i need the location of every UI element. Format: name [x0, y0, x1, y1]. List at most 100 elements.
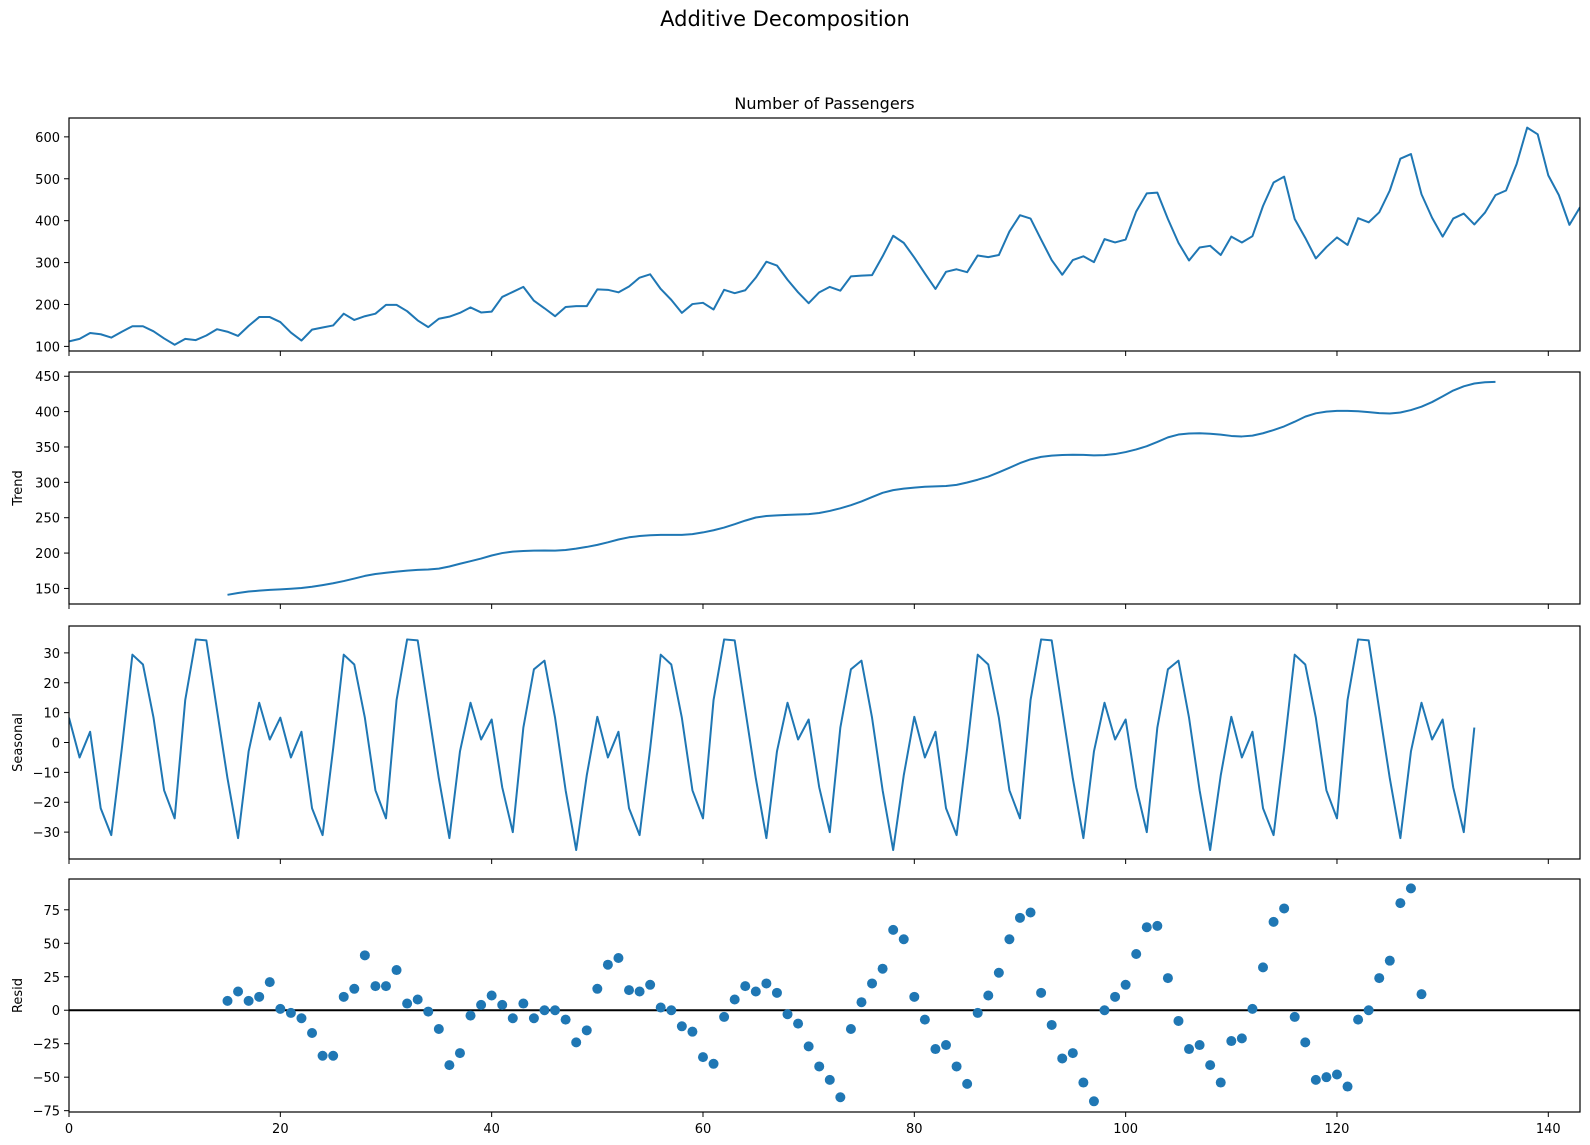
resid-point [814, 1061, 825, 1072]
resid-point [771, 987, 782, 998]
y-axis-label: Seasonal [11, 713, 26, 772]
y-tick-label: −10 [33, 766, 60, 781]
resid-point [1194, 1040, 1205, 1051]
resid-point [465, 1010, 476, 1021]
resid-point [1088, 1096, 1099, 1107]
seasonal-series [69, 638, 1476, 852]
resid-point [793, 1018, 804, 1029]
resid-point [1226, 1036, 1237, 1047]
resid-point [454, 1048, 465, 1059]
y-tick-label: 400 [35, 215, 60, 230]
resid-point [719, 1011, 730, 1022]
resid-point [1067, 1048, 1078, 1059]
resid-point [613, 953, 624, 964]
resid-point [307, 1027, 318, 1038]
resid-point [867, 978, 878, 989]
resid-point [1289, 1011, 1300, 1022]
resid-point [1173, 1015, 1184, 1026]
resid-point [1279, 903, 1290, 914]
resid-point [1110, 991, 1121, 1002]
y-tick-label: 450 [35, 370, 60, 385]
resid-point [402, 998, 413, 1009]
panel-observed: 100 200 300 400 500 600 Number of Passengers [35, 94, 1581, 356]
resid-point [1025, 907, 1036, 918]
resid-point [666, 1005, 677, 1016]
resid-point [1205, 1060, 1216, 1071]
resid-point [433, 1023, 444, 1034]
y-tick-label: 75 [43, 904, 60, 919]
resid-point [507, 1013, 518, 1024]
resid-point [962, 1078, 973, 1089]
resid-point [539, 1005, 550, 1016]
y-tick-label: 30 [43, 647, 60, 662]
y-tick-label: 200 [35, 298, 60, 313]
resid-point [951, 1061, 962, 1072]
resid-point [1004, 934, 1015, 945]
resid-point [1120, 979, 1131, 990]
resid-point [729, 994, 740, 1005]
resid-point [1310, 1074, 1321, 1085]
y-tick-label: −50 [33, 1071, 60, 1086]
resid-point [1416, 989, 1427, 1000]
seasonal-line [69, 638, 1476, 852]
y-tick-label: 200 [35, 547, 60, 562]
resid-point [275, 1003, 286, 1014]
resid-point [835, 1092, 846, 1103]
resid-point [782, 1009, 793, 1020]
resid-point [550, 1005, 561, 1016]
resid-point [1405, 883, 1416, 894]
y-tick-label: 10 [43, 707, 60, 722]
resid-point [1247, 1003, 1258, 1014]
resid-point [750, 986, 761, 997]
resid-point [1046, 1019, 1057, 1030]
panel-trend: 150 200 250 300 350 400 450 Trend [11, 370, 1581, 609]
resid-point [645, 979, 656, 990]
resid-point [1353, 1014, 1364, 1025]
resid-point [370, 981, 381, 992]
trend-line [227, 380, 1496, 596]
resid-point [1215, 1077, 1226, 1088]
x-tick-label: 140 [1536, 1122, 1561, 1137]
resid-point [1184, 1044, 1195, 1055]
resid-point [560, 1014, 571, 1025]
resid-point [930, 1044, 941, 1055]
resid-point [1152, 920, 1163, 931]
resid-point [285, 1007, 296, 1018]
y-tick-label: 0 [52, 737, 60, 752]
resid-point [1395, 898, 1406, 909]
x-tick-label: 100 [1113, 1122, 1138, 1137]
resid-point [708, 1058, 719, 1069]
axes-frame [68, 878, 1581, 1113]
resid-point [1321, 1072, 1332, 1083]
resid-point [359, 950, 370, 961]
resid-point [919, 1014, 930, 1025]
resid-point [1162, 973, 1173, 984]
resid-point [983, 990, 994, 1001]
y-tick-label: −30 [33, 826, 60, 841]
resid-point [528, 1013, 539, 1024]
resid-point [888, 924, 899, 935]
axes-frame [68, 371, 1581, 605]
x-tick-label: 40 [483, 1122, 500, 1137]
y-tick-label: −20 [33, 796, 60, 811]
resid-point [412, 994, 423, 1005]
resid-point [1268, 916, 1279, 927]
observed-line [69, 126, 1580, 346]
resid-point [676, 1021, 687, 1032]
resid-point [1078, 1077, 1089, 1088]
resid-point [581, 1025, 592, 1036]
resid-point [993, 967, 1004, 978]
resid-point [856, 997, 867, 1008]
y-tick-label: 300 [35, 257, 60, 272]
resid-series [222, 883, 1427, 1107]
y-tick-label: 0 [52, 1004, 60, 1019]
panel-resid: −75 −50 −25 0 25 50 75 0 20 40 60 80 100 120 140 Resid [11, 878, 1581, 1137]
resid-point [476, 999, 487, 1010]
resid-point [1099, 1005, 1110, 1016]
resid-point [898, 934, 909, 945]
y-tick-label: 400 [35, 406, 60, 421]
y-tick-label: 500 [35, 173, 60, 188]
resid-point [1036, 987, 1047, 998]
x-tick-label: 20 [272, 1122, 289, 1137]
